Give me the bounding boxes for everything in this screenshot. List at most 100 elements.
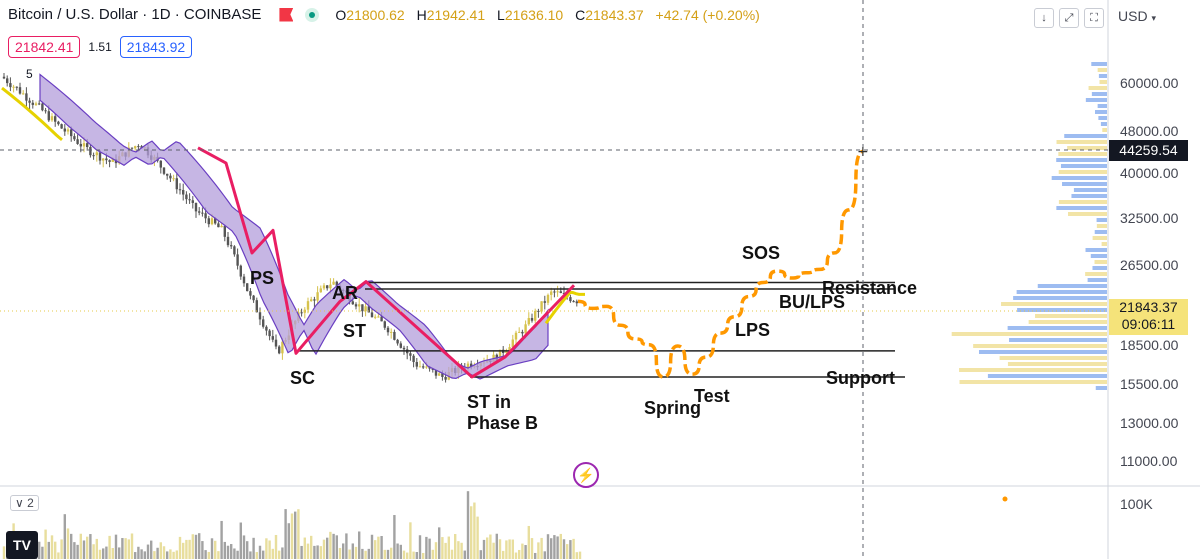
volume-bar [281, 547, 284, 559]
volume-profile-bar [1092, 236, 1107, 240]
volume-bar [294, 511, 297, 559]
volume-bar [402, 550, 406, 559]
volume-bar [428, 538, 431, 559]
volume-bar [98, 549, 102, 559]
candle-body [438, 373, 441, 376]
volume-bar [399, 544, 402, 559]
candle-body [18, 87, 22, 94]
tradingview-logo-icon[interactable]: TV [6, 531, 38, 559]
candle-body [271, 336, 274, 340]
volume-pane-toggle[interactable]: ∨ 2 [10, 495, 39, 511]
volume-bar [182, 542, 185, 559]
volume-profile-bar [1064, 134, 1107, 138]
volume-profile-bar [1013, 296, 1107, 300]
volume-bar [454, 534, 457, 559]
volume-bar [505, 540, 508, 559]
volume-bar [543, 551, 546, 559]
volume-profile-bar [1068, 212, 1107, 216]
currency-dropdown[interactable]: USD ▾ [1118, 8, 1156, 24]
ohlc-values: O21800.62 H21942.41 L21636.10 C21843.37 … [335, 7, 759, 23]
last-price-value: 21843.37 [1119, 299, 1178, 315]
candle-body [217, 223, 220, 228]
candle-body [530, 318, 534, 321]
volume-bar [57, 552, 60, 559]
candle-body [57, 121, 60, 125]
volume-profile-bar [1035, 314, 1107, 318]
fullscreen-icon[interactable]: ⛶ [1084, 8, 1104, 28]
volume-bar [406, 552, 409, 559]
candle-body [191, 200, 194, 203]
volume-profile-bar [1095, 386, 1107, 390]
volume-bar [303, 537, 306, 559]
volume-bar [191, 534, 194, 559]
expand-icon[interactable]: ⤢ [1059, 8, 1079, 28]
candle-body [207, 218, 210, 225]
candle-body [300, 312, 303, 314]
candle-body [201, 212, 204, 214]
candle-body [511, 339, 514, 348]
volume-bar [89, 534, 92, 559]
event-marker [1002, 496, 1008, 502]
candle-body [230, 245, 233, 247]
volume-bar [82, 540, 86, 559]
volume-bar [377, 536, 380, 559]
buy-price-button[interactable]: 21843.92 [119, 36, 193, 58]
volume-bar [441, 537, 444, 559]
volume-profile-bar [1007, 362, 1107, 366]
candle-body [50, 116, 54, 121]
candle-body [326, 285, 329, 289]
volume-bar [514, 552, 518, 559]
sell-price-button[interactable]: 21842.41 [8, 36, 81, 58]
volume-bar [114, 534, 118, 559]
volume-bar [444, 542, 447, 559]
volume-profile-bar [1085, 248, 1107, 252]
candle-body [402, 347, 406, 350]
candle-body [169, 175, 172, 179]
candle-body [223, 225, 226, 237]
candle-body [553, 291, 556, 293]
volume-bar [178, 536, 182, 559]
volume-profile-bar [1097, 68, 1107, 72]
price-tick: 48000.00 [1120, 123, 1179, 139]
volume-bar [265, 538, 268, 559]
scroll-down-icon[interactable]: ↓ [1034, 8, 1054, 28]
short-moving-average [1, 86, 585, 325]
candle-body [434, 369, 438, 376]
ohlc-close-value: 21843.37 [585, 6, 644, 23]
lightning-icon[interactable]: ⚡ [573, 462, 599, 488]
candle-body [188, 199, 191, 201]
volume-bar [70, 533, 73, 559]
candle-body [12, 86, 15, 88]
volume-profile-bar [973, 344, 1107, 348]
volume-bar [322, 539, 326, 559]
volume-bar [473, 502, 476, 559]
volume-bar [482, 539, 486, 559]
volume-profile-bar [1051, 176, 1107, 180]
candle-body [399, 343, 402, 348]
candle-body [175, 178, 178, 190]
volume-bar [226, 545, 230, 559]
candle-body [562, 292, 566, 294]
symbol-title[interactable]: Bitcoin / U.S. Dollar · 1D · COINBASE [8, 6, 262, 23]
candle-body [575, 301, 578, 304]
wyckoff-path [197, 146, 576, 379]
volume-bar [354, 546, 358, 559]
volume-profile-bar [951, 332, 1107, 336]
volume-bar [92, 544, 95, 559]
flag-icon[interactable] [279, 7, 294, 22]
volume-profile-bar [959, 380, 1107, 384]
candle-body [198, 211, 201, 213]
indicator-count[interactable]: 5 [26, 67, 33, 81]
volume-profile-bar [1058, 170, 1107, 174]
candle-body [134, 146, 137, 149]
candle-body [546, 294, 550, 303]
label-ar: AR [332, 283, 358, 303]
volume-bar [569, 540, 572, 559]
volume-bar [431, 549, 434, 559]
candle-body [9, 83, 12, 88]
ohlc-open-key: O [335, 6, 347, 23]
candle-body [374, 316, 377, 318]
label-ps: PS [250, 268, 275, 288]
candle-body [422, 366, 425, 368]
